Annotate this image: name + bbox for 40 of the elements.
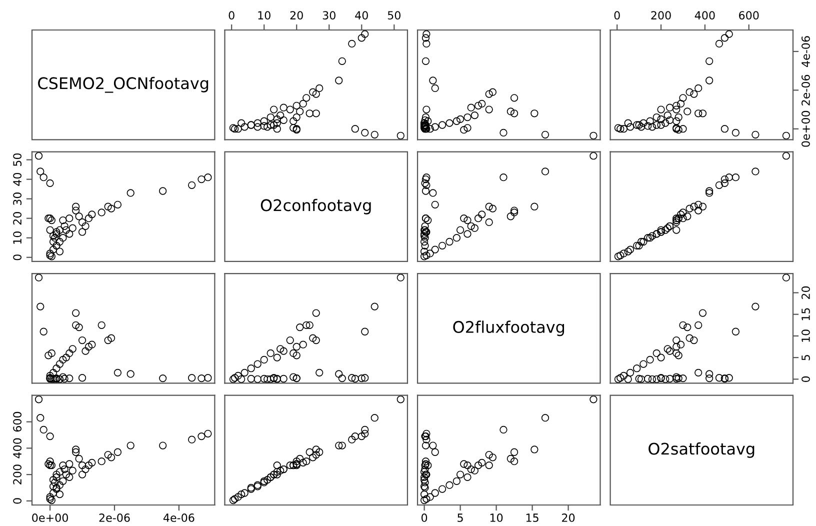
x-tick-label: 20 [562, 514, 575, 522]
text: O2confootavg [260, 198, 371, 214]
x-tick-label: 4e-06 [163, 514, 194, 522]
y-tick-label: 0 [13, 498, 22, 504]
y-tick-label: 400 [13, 438, 22, 458]
y-tick-label: 200 [13, 464, 22, 484]
y-tick-label: 0e+00 [802, 110, 810, 147]
y-tick-label: 5 [802, 354, 810, 360]
text: O2satfootavg [648, 442, 754, 458]
y-tick-label: 10 [802, 330, 810, 342]
x-tick-label: 0 [614, 11, 620, 20]
y-tick-label: 15 [802, 308, 810, 320]
x-tick-label: 0 [228, 11, 234, 20]
x-tick-label: 0e+00 [32, 514, 68, 522]
x-tick-label: 20 [290, 11, 303, 20]
text: O2fluxfootavg [453, 320, 564, 336]
y-tick-label: 40 [13, 172, 22, 186]
x-tick-label: 50 [388, 11, 400, 20]
y-tick-label: 10 [13, 232, 22, 244]
x-tick-label: 2e-06 [99, 514, 130, 522]
x-tick-label: 0 [421, 514, 428, 522]
x-tick-label: 15 [526, 514, 538, 522]
y-tick-label: 4e-06 [802, 36, 810, 67]
y-tick-label: 0 [802, 376, 810, 382]
y-tick-label: 2e-06 [802, 74, 810, 106]
x-tick-label: 5 [458, 514, 463, 522]
x-tick-label: 400 [694, 11, 715, 20]
x-tick-label: 10 [258, 11, 270, 20]
x-tick-label: 600 [739, 11, 759, 20]
x-tick-label: 10 [490, 514, 503, 522]
y-tick-label: 20 [13, 212, 22, 225]
y-tick-label: 0 [13, 254, 22, 260]
y-tick-label: 600 [13, 412, 22, 432]
text: CSEMO2_OCNfootavg [38, 76, 208, 93]
x-tick-label: 200 [651, 11, 671, 20]
x-tick-label: 30 [322, 11, 336, 20]
y-tick-label: 20 [802, 286, 810, 299]
y-tick-label: 30 [13, 192, 22, 206]
x-tick-label: 40 [355, 11, 368, 20]
y-tick-label: 50 [13, 153, 22, 166]
